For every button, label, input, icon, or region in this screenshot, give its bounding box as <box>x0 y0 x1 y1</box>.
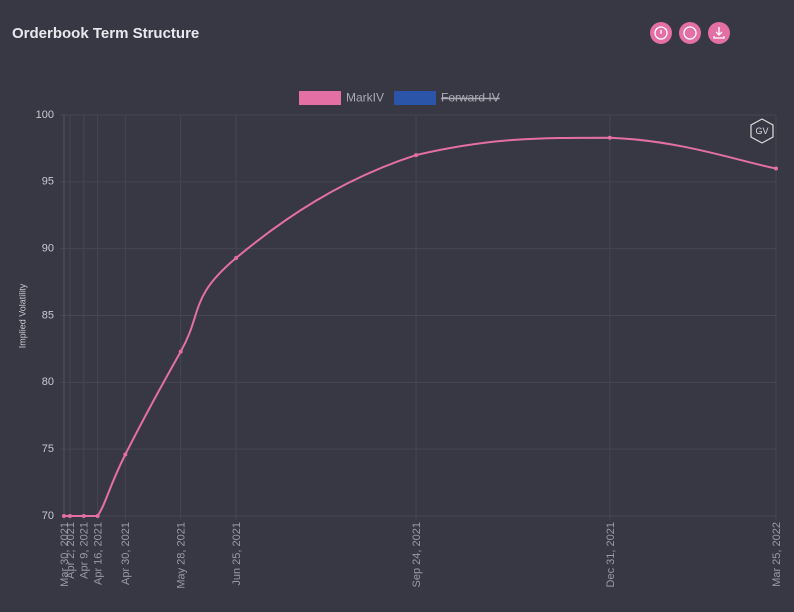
logo-hexagon <box>750 118 774 144</box>
x-tick-label: Mar 30, 2021 <box>59 522 71 587</box>
y-tick-label: 80 <box>42 376 54 388</box>
legend-label: MarkIV <box>346 91 384 105</box>
legend-label: Forward IV <box>441 91 500 105</box>
legend-swatch <box>299 91 341 105</box>
y-axis-label: Implied Volatility <box>17 283 27 348</box>
y-tick-label: 75 <box>42 443 54 455</box>
x-tick-label: Apr 2, 2021 <box>65 522 77 579</box>
x-tick-label: Apr 9, 2021 <box>79 522 91 579</box>
data-point <box>774 166 778 171</box>
data-point <box>123 452 128 457</box>
icon <box>683 26 697 40</box>
icon <box>713 27 725 39</box>
toolbar <box>650 22 730 44</box>
chart-title: Orderbook Term Structure <box>12 25 199 42</box>
logo-text: GV <box>755 126 768 136</box>
y-tick-label: 90 <box>42 243 54 255</box>
y-tick-label: 70 <box>42 510 54 522</box>
x-tick-label: Sep 24, 2021 <box>411 522 423 587</box>
legend-swatch <box>394 91 437 105</box>
x-tick-label: Apr 16, 2021 <box>93 522 105 585</box>
data-point <box>95 514 100 518</box>
data-point <box>67 514 72 518</box>
data-point <box>62 514 66 518</box>
logo: GV <box>750 118 774 144</box>
x-tick-label: Dec 31, 2021 <box>605 522 617 587</box>
data-point <box>178 349 183 354</box>
y-tick-label: 95 <box>42 176 54 188</box>
y-tick-label: 85 <box>42 309 54 321</box>
help-button[interactable] <box>679 22 701 44</box>
x-tick-label: May 28, 2021 <box>176 522 188 589</box>
y-tick-label: 100 <box>36 109 54 121</box>
x-tick-label: Apr 30, 2021 <box>120 522 132 585</box>
icon <box>654 26 668 40</box>
data-point <box>81 514 86 518</box>
x-tick-label: Mar 25, 2022 <box>771 522 783 587</box>
data-point <box>414 153 419 158</box>
data-point <box>234 256 239 261</box>
x-tick-label: Jun 25, 2021 <box>231 522 243 586</box>
data-point <box>607 135 612 140</box>
